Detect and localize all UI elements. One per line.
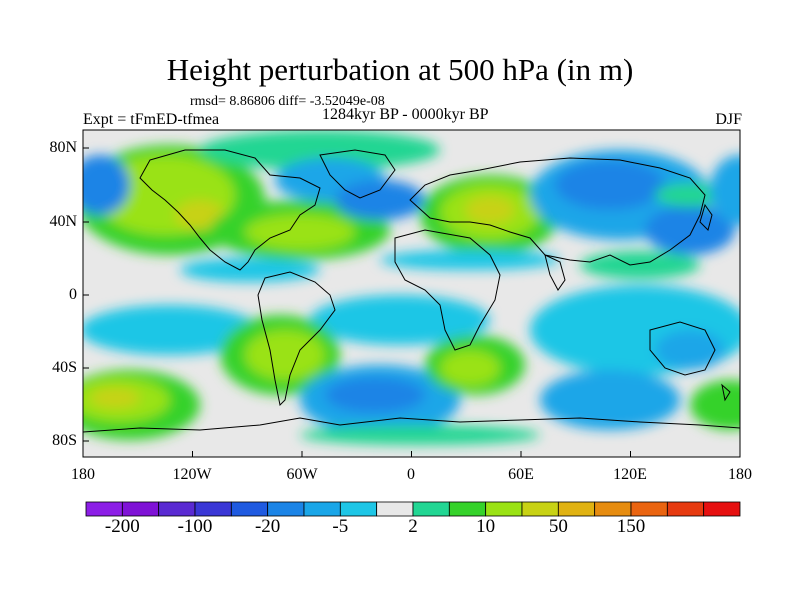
lon-label-180w: 180 [71,466,95,483]
axis-ticks [82,147,741,457]
colorbar-label: -20 [254,516,281,537]
colorbar-label: -100 [177,516,213,537]
anomaly-south-africa-core [440,350,500,386]
anomaly-eurasia-core [465,196,515,224]
lon-label-120w: 120W [172,466,212,483]
anomaly-australia-negative [655,330,725,370]
anomaly-siberia-core [555,160,665,210]
coastlines [83,149,740,433]
colorbar-swatch [521,501,559,517]
colorbar-swatch [557,501,596,517]
anomaly-arctic [200,130,440,170]
colorbar-swatch [703,501,741,517]
colorbar-swatch [376,501,414,517]
anomaly-south-atlantic-negative [310,295,490,345]
colorbar-swatch [158,501,196,517]
anomaly-southern-indian-negative [540,370,680,430]
anomaly-tropical-indian [380,250,560,270]
time-period-label: 1284kyr BP - 0000kyr BP [322,106,489,123]
colorbar-swatch [630,501,668,517]
colorbar [85,501,741,517]
colorbar-swatch [85,501,123,517]
coast-india [544,254,566,291]
lat-label-0: 0 [69,286,77,303]
lon-label-180e: 180 [728,466,752,483]
colorbar-swatch [412,501,450,517]
colorbar-swatch [230,501,269,517]
coast-south-america [257,271,336,407]
anomaly-south-pacific-negative [83,305,260,355]
colorbar-swatch [267,501,305,517]
season-label: DJF [715,111,742,128]
colorbar-swatch [448,501,487,517]
coast-africa [394,229,501,351]
anomaly-southern-atlantic-core [325,377,425,413]
map-panel [82,129,741,458]
colorbar-swatch [194,501,232,517]
experiment-label: Expt = tFmED-tfmea [83,111,220,128]
coast-north-america [139,149,321,271]
colorbar-label: 10 [476,516,496,537]
coast-australia [649,321,716,376]
lon-label-120e: 120E [613,466,647,483]
anomaly-south-america-core [245,330,325,380]
rmsd-diff-stats: rmsd= 8.86806 diff= -3.52049e-08 [190,94,385,109]
anomaly-antarctic-band [300,425,540,445]
colorbar-label: -5 [332,516,349,537]
coast-greenland [319,149,396,199]
coast-japan [699,203,713,231]
colorbar-label: 50 [548,516,568,537]
lon-label-60e: 60E [508,466,534,483]
coast-antarctica [83,417,740,433]
lon-label-60w: 60W [286,466,318,483]
coast-new-zealand [721,383,731,402]
colorbar-label: 150 [616,516,646,537]
figure-title: Height perturbation at 500 hPa (in m) [166,52,634,87]
colorbar-swatch [594,501,632,517]
anomaly-tropical-pacific [580,251,700,279]
coast-eurasia [409,157,706,266]
lat-label-40n: 40N [49,213,77,230]
lon-label-0: 0 [407,466,415,483]
lat-label-40s: 40S [52,359,77,376]
anomaly-se-pacific [690,380,740,430]
anomaly-iceland-negative [335,180,425,220]
perturbation-field [83,130,740,445]
colorbar-swatch [485,501,523,517]
anomaly-far-west-pacific [710,155,740,225]
colorbar-swatch [339,501,378,517]
anomaly-west-pacific-negative [83,155,130,215]
anomaly-nw-pacific [655,183,725,207]
anomaly-japan-negative [645,205,735,255]
colorbar-label: -200 [104,516,140,537]
anomaly-sw-pacific-core [90,388,140,408]
colorbar-swatch [666,501,705,517]
colorbar-swatch [121,501,160,517]
colorbar-swatch [303,501,341,517]
anomaly-north-atlantic-core [245,214,355,250]
colorbar-label: 2 [408,516,418,537]
lat-label-80s: 80S [52,432,77,449]
lat-label-80n: 80N [49,139,77,156]
anomaly-tropical-atlantic [180,258,320,282]
